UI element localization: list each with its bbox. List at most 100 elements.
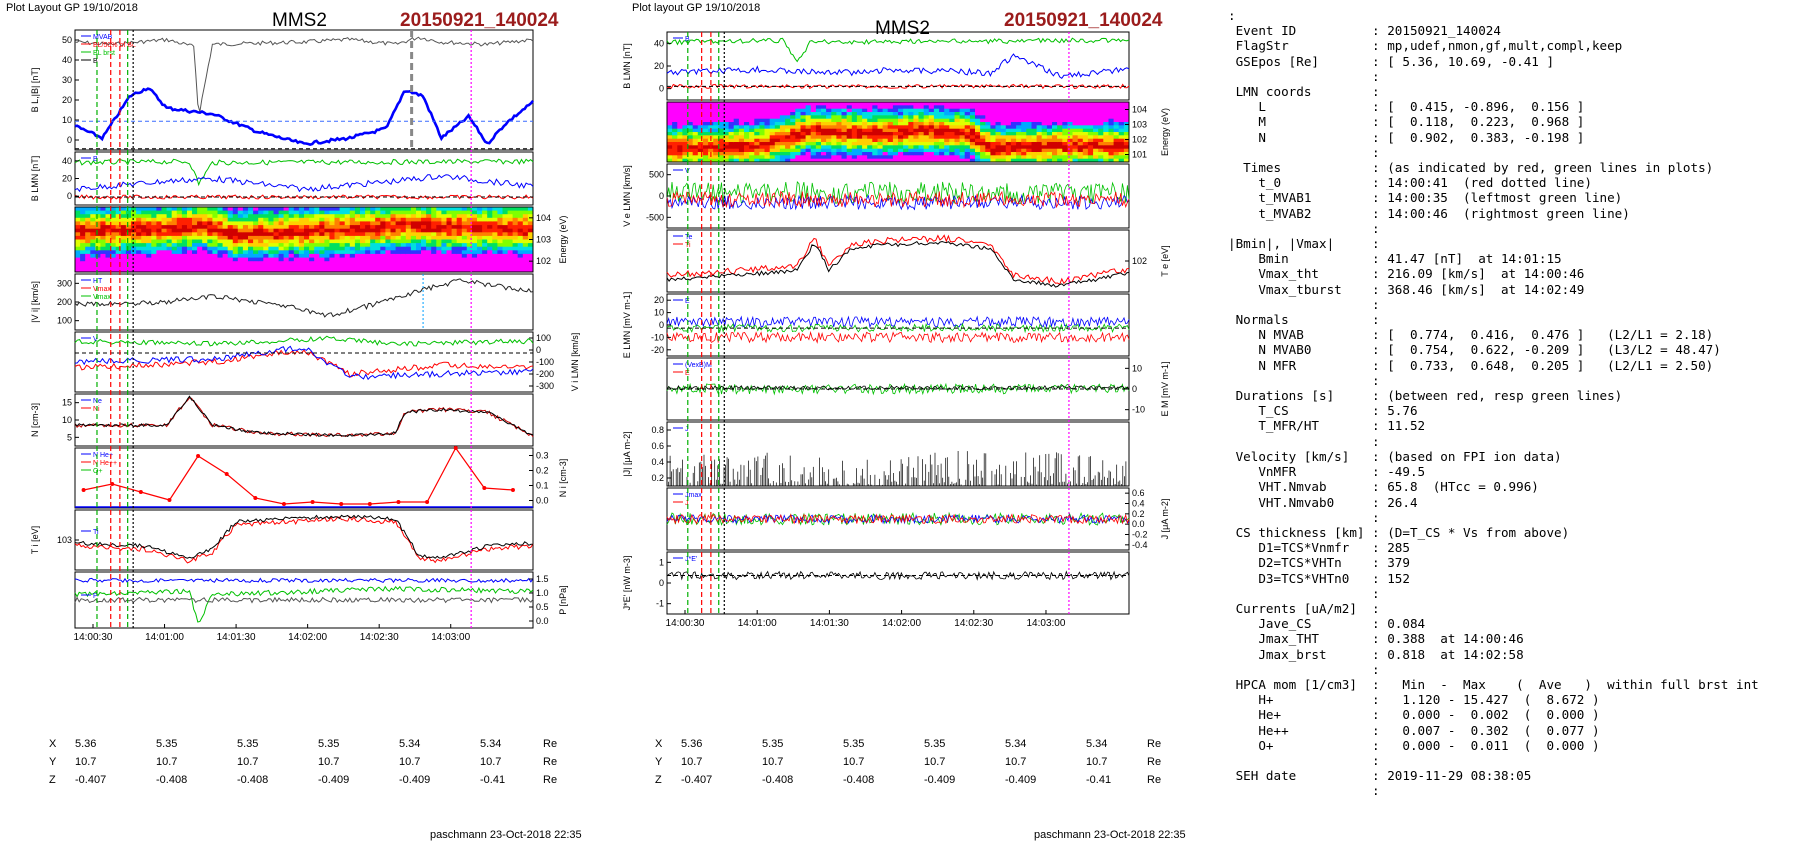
- spectrogram-cell: [944, 125, 950, 130]
- spectrogram-cell: [390, 257, 397, 262]
- spectrogram-cell: [718, 155, 724, 160]
- spectrogram-cell: [115, 243, 122, 248]
- spectrogram-cell: [293, 257, 300, 262]
- spectrogram-cell: [980, 112, 986, 116]
- spectrogram-cell: [1103, 148, 1109, 153]
- spectrogram-cell: [115, 217, 122, 222]
- spectrogram-cell: [944, 148, 950, 153]
- spectrogram-cell: [980, 148, 986, 153]
- spectrogram-cell: [1052, 155, 1058, 160]
- y-tick-label: 0: [659, 578, 664, 588]
- spectrogram-cell: [166, 232, 173, 237]
- spectrogram-cell: [1087, 132, 1094, 136]
- spectrogram-cell: [667, 118, 673, 123]
- spectrogram-cell: [769, 125, 776, 130]
- spectrogram-cell: [166, 250, 173, 255]
- spectrogram-cell: [151, 210, 157, 215]
- spectrogram-cell: [831, 102, 837, 106]
- spectrogram-cell: [202, 214, 208, 219]
- spectrogram-cell: [867, 142, 873, 146]
- spectrogram-cell: [867, 158, 873, 163]
- spectrogram-cell: [692, 138, 699, 143]
- spectrogram-cell: [451, 250, 458, 255]
- y-tick-label: 0.5: [536, 602, 549, 612]
- x-tick-label: 14:00:30: [74, 632, 113, 643]
- left-event-id: 20150921_140024: [400, 10, 559, 31]
- spectrogram-cell: [862, 102, 868, 106]
- spectrogram-cell: [872, 115, 878, 120]
- spectrogram-cell: [846, 152, 853, 156]
- spectrogram-cell: [222, 232, 229, 237]
- spectrogram-cell: [360, 257, 366, 262]
- spectrogram-cell: [892, 108, 899, 113]
- spectrogram-cell: [821, 148, 827, 153]
- spectrogram-cell: [497, 253, 503, 258]
- spectrogram-cell: [733, 132, 740, 136]
- spectrogram-cell: [995, 145, 1002, 150]
- spectrogram-cell: [105, 246, 112, 251]
- spectrogram-cell: [273, 225, 280, 230]
- spectrogram-cell: [1016, 105, 1022, 110]
- spectrogram-cell: [105, 228, 112, 233]
- spectrogram-cell: [298, 261, 305, 266]
- spectrogram-cell: [227, 253, 234, 258]
- spectrogram-cell: [120, 243, 127, 248]
- spectrogram-cell: [718, 152, 724, 156]
- spectrogram-cell: [923, 152, 930, 156]
- spectrogram-cell: [692, 158, 699, 163]
- spectrogram-cell: [697, 145, 704, 150]
- spectrogram-cell: [815, 142, 822, 146]
- y-tick-label: 103: [1132, 120, 1147, 130]
- spectrogram-cell: [136, 210, 142, 215]
- spectrogram-cell: [749, 102, 755, 106]
- spectrogram-cell: [95, 250, 101, 255]
- spectrogram-cell: [410, 232, 417, 237]
- spectrogram-cell: [95, 257, 101, 262]
- y-axis-label: |V i| [km/s]: [30, 281, 40, 323]
- spectrogram-cell: [212, 221, 218, 226]
- spectrogram-cell: [527, 214, 534, 219]
- spectrogram-cell: [522, 264, 529, 269]
- spectrogram-cell: [471, 232, 478, 237]
- spectrogram-cell: [1072, 145, 1079, 150]
- spectrogram-cell: [334, 246, 341, 251]
- spectrogram-cell: [222, 250, 229, 255]
- spectrogram-cell: [923, 122, 930, 126]
- spectrogram-cell: [354, 207, 361, 212]
- spectrogram-cell: [217, 207, 224, 212]
- spectrogram-cell: [692, 115, 699, 120]
- spectrogram-cell: [507, 221, 514, 226]
- spectrogram-cell: [298, 268, 305, 273]
- spectrogram-cell: [309, 268, 315, 273]
- spectrogram-cell: [918, 148, 925, 153]
- spectrogram-cell: [851, 142, 858, 146]
- spectrogram-cell: [692, 125, 699, 130]
- spectrogram-cell: [821, 112, 827, 116]
- spectrogram-cell: [222, 235, 229, 240]
- spectrogram-cell: [207, 207, 213, 212]
- spectrogram-cell: [677, 125, 683, 130]
- spectrogram-cell: [527, 232, 534, 237]
- spectrogram-cell: [682, 132, 688, 136]
- spectrogram-cell: [105, 225, 112, 230]
- spectrogram-cell: [1072, 115, 1079, 120]
- spectrogram-cell: [136, 264, 142, 269]
- spectrogram-cell: [975, 138, 981, 143]
- spectrogram-cell: [1067, 155, 1073, 160]
- spectrogram-cell: [431, 232, 437, 237]
- spectrogram-cell: [212, 235, 218, 240]
- spectrogram-cell: [846, 145, 853, 150]
- spectrogram-cell: [682, 142, 688, 146]
- spectrogram-cell: [1057, 108, 1063, 113]
- spectrogram-cell: [197, 243, 203, 248]
- spectrogram-cell: [410, 239, 417, 244]
- spectrogram-cell: [836, 118, 842, 123]
- spectrogram-cell: [898, 132, 904, 136]
- spectrogram-cell: [212, 250, 218, 255]
- spectrogram-cell: [304, 253, 310, 258]
- cell: 10.7: [156, 756, 178, 768]
- spectrogram-cell: [309, 264, 315, 269]
- spectrogram-cell: [723, 132, 730, 136]
- spectrogram-cell: [800, 102, 807, 106]
- spectrogram-cell: [800, 118, 807, 123]
